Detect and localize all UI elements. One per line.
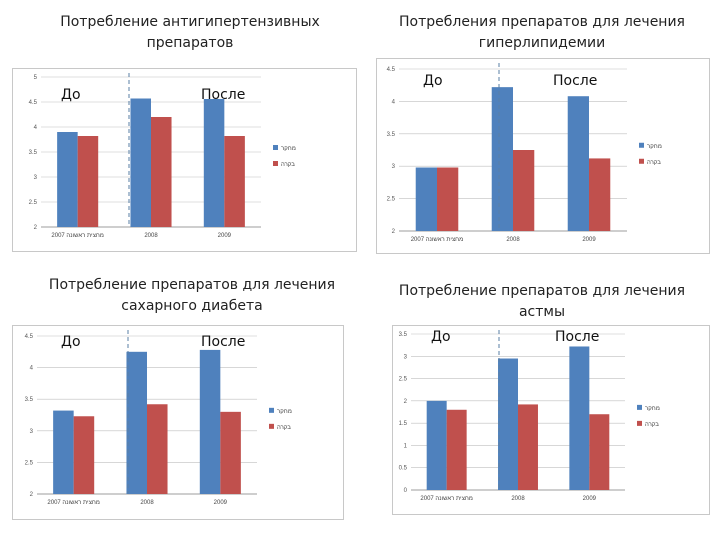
y-tick-label: 4 [34, 125, 38, 131]
y-tick-label: 3 [34, 175, 38, 181]
chart-1: 2 2.5 3 3.5 4 4.5 5 2007 מחצית ראשונה 2008 2009 מח… [12, 68, 357, 252]
legend-label: מחקר [647, 144, 662, 150]
y-tick-label: 2 [30, 492, 34, 498]
y-tick-label: 2.5 [29, 200, 38, 206]
annotation-after: После [201, 334, 245, 350]
y-tick-label: 4.5 [29, 100, 38, 106]
annotation-before: До [61, 334, 81, 350]
y-tick-label: 3.5 [387, 132, 396, 138]
x-tick-label: 2007 מחצית ראשונה [411, 237, 464, 243]
chart-2-title: Потребления препаратов для лечения гипер… [399, 14, 685, 51]
legend-swatch [273, 161, 278, 166]
legend-label: בקרה [277, 425, 291, 431]
legend-label: מחקר [277, 409, 292, 415]
y-tick-label: 3 [30, 429, 34, 435]
y-tick-label: 0 [404, 488, 408, 494]
bar-research [203, 99, 225, 227]
x-tick-label: 2007 מחצית ראשונה [47, 500, 100, 506]
annotation-after: После [555, 329, 599, 345]
bar-research [57, 132, 78, 227]
x-tick-label: 2009 [218, 233, 232, 239]
y-tick-label: 2 [404, 399, 408, 405]
x-tick-label: 2007 מחצית ראשונה [420, 496, 473, 502]
legend-swatch [269, 423, 274, 429]
y-tick-label: 4.5 [25, 334, 34, 340]
y-tick-label: 1 [404, 443, 408, 449]
x-tick-label: 2009 [583, 496, 597, 502]
bar-research [498, 358, 518, 490]
x-tick-label: 2007 מחצית ראשונה [51, 233, 104, 239]
legend-swatch [639, 142, 644, 148]
y-tick-label: 3 [392, 164, 396, 170]
bar-research [569, 346, 590, 490]
y-tick-label: 3.5 [29, 150, 38, 156]
y-tick-label: 3 [404, 354, 408, 360]
legend-label: בקרה [645, 422, 659, 428]
y-tick-label: 4 [392, 99, 396, 105]
bar-control [220, 411, 241, 494]
x-tick-label: 2008 [506, 237, 520, 243]
bar-control [513, 150, 535, 231]
bar-control [589, 414, 610, 490]
bar-control [73, 416, 95, 494]
bar-control [151, 117, 172, 227]
bar-control [224, 136, 245, 227]
annotation-before: До [61, 87, 81, 103]
y-tick-label: 2 [392, 229, 396, 235]
chart-2: 2 2.5 3 3.5 4 4.5 2007 מחצית ראשונה 2008 2009 מחק… [376, 58, 710, 254]
y-tick-label: 2 [34, 225, 38, 231]
legend-swatch [269, 407, 274, 413]
annotation-before: До [431, 329, 451, 345]
bar-control [77, 136, 99, 227]
x-tick-label: 2008 [140, 500, 154, 506]
chart-2-svg: 2 2.5 3 3.5 4 4.5 2007 מחצית ראשונה 2008 2009 מחק… [387, 63, 662, 243]
chart-1-title: Потребление антигипертензивных препарато… [60, 14, 320, 51]
chart-3-svg: 2 2.5 3 3.5 4 4.5 2007 מחצית ראשונה 2008 2009 מחק… [25, 330, 292, 506]
legend-swatch [637, 404, 642, 410]
bar-research [426, 400, 447, 490]
chart-1-svg: 2 2.5 3 3.5 4 4.5 5 2007 מחצית ראשונה 2008 2009 מח… [29, 73, 296, 239]
bar-control [589, 158, 611, 231]
y-tick-label: 3.5 [25, 397, 34, 403]
legend-label: מחקר [645, 406, 660, 412]
legend-label: מחקר [281, 146, 296, 152]
annotation-after: После [553, 73, 597, 89]
y-tick-label: 2.5 [25, 460, 34, 466]
x-tick-label: 2009 [214, 500, 228, 506]
x-tick-label: 2008 [511, 496, 525, 502]
x-tick-label: 2008 [144, 233, 158, 239]
legend-label: בקרה [281, 162, 295, 168]
bar-control [446, 409, 467, 490]
bar-research [53, 410, 74, 494]
bar-research [126, 351, 147, 494]
y-tick-label: 1.5 [399, 421, 408, 427]
bar-control [147, 404, 168, 494]
y-tick-label: 3.5 [399, 332, 408, 338]
legend-swatch [639, 158, 644, 164]
chart-4-svg: 0 0.5 1 1.5 2 2.5 3 3.5 2007 מחצית ראשונה 2008 200… [399, 329, 660, 502]
chart-3-title: Потребление препаратов для лечения сахар… [48, 277, 336, 314]
chart-4: 0 0.5 1 1.5 2 2.5 3 3.5 2007 מחצית ראשונה 2008 200… [392, 325, 710, 515]
legend-swatch [273, 145, 278, 150]
annotation-after: После [201, 87, 245, 103]
y-tick-label: 2.5 [387, 197, 396, 203]
y-tick-label: 4.5 [387, 67, 396, 73]
bar-research [130, 98, 151, 227]
y-tick-label: 5 [34, 75, 38, 81]
y-tick-label: 2.5 [399, 377, 408, 383]
legend-label: בקרה [647, 160, 661, 166]
annotation-before: До [423, 73, 443, 89]
y-tick-label: 4 [30, 366, 34, 372]
bar-research [491, 87, 513, 231]
bar-control [518, 404, 538, 490]
chart-4-title: Потребление препаратов для лечения астмы [398, 283, 686, 320]
bar-research [567, 96, 589, 231]
y-tick-label: 0.5 [399, 466, 408, 472]
bar-control [437, 167, 459, 231]
legend-swatch [637, 420, 642, 426]
bar-research [199, 349, 221, 494]
bar-research [415, 167, 437, 231]
x-tick-label: 2009 [582, 237, 596, 243]
chart-3: 2 2.5 3 3.5 4 4.5 2007 מחצית ראשונה 2008 2009 מחק… [12, 325, 344, 520]
